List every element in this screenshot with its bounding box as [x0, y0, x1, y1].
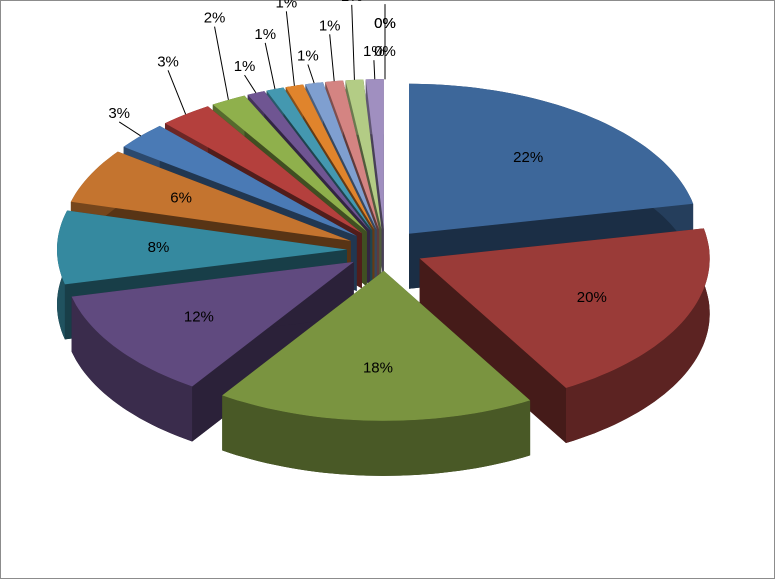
leader-line	[373, 60, 376, 80]
slice-top	[123, 125, 357, 237]
slice-top	[70, 151, 351, 241]
slice-top	[305, 82, 377, 230]
leader-line	[167, 70, 187, 115]
slice-top	[409, 83, 694, 234]
data-label: 1%	[254, 26, 276, 43]
data-label: 6%	[170, 189, 192, 206]
slice-top	[365, 79, 384, 230]
data-label: 0%	[374, 15, 396, 32]
data-label: 1%	[363, 43, 385, 60]
slice-top	[285, 84, 375, 230]
pie-slice	[222, 270, 531, 476]
slice-top	[222, 270, 531, 421]
data-label: 1%	[234, 58, 256, 75]
slice-top	[71, 261, 354, 387]
data-label: 12%	[184, 308, 214, 325]
data-label: 1%	[319, 17, 341, 34]
leader-line	[285, 11, 295, 86]
data-label: 20%	[577, 289, 607, 306]
data-label: 1%	[276, 0, 298, 11]
slice-wall	[566, 228, 710, 443]
data-label: 2%	[204, 10, 226, 27]
slice-top	[345, 79, 382, 230]
pie-slice	[71, 261, 354, 442]
leader-line	[244, 74, 257, 94]
slice-wall	[222, 395, 531, 476]
pie-slice	[419, 228, 710, 444]
slice-side	[419, 258, 566, 444]
slice-top	[247, 91, 371, 231]
leader-line	[307, 64, 315, 84]
data-label: 22%	[513, 149, 543, 166]
slice-top	[325, 80, 380, 230]
slice-top	[165, 106, 362, 234]
data-label: 0%	[374, 0, 396, 4]
slice-top	[266, 87, 373, 231]
data-label: 3%	[108, 105, 130, 122]
data-label: 18%	[363, 359, 393, 376]
data-label: 3%	[157, 53, 179, 70]
slice-top	[419, 228, 710, 388]
slice-top	[212, 95, 367, 232]
slice-wall	[71, 296, 193, 442]
leader-line	[264, 42, 276, 90]
slice-top	[57, 210, 348, 285]
leader-line	[329, 34, 335, 82]
leader-line	[118, 121, 142, 137]
data-label: 1%	[297, 47, 319, 64]
leader-line	[214, 26, 229, 100]
data-label: 8%	[148, 239, 170, 256]
leader-line	[351, 4, 355, 80]
data-label: 1%	[341, 0, 363, 5]
